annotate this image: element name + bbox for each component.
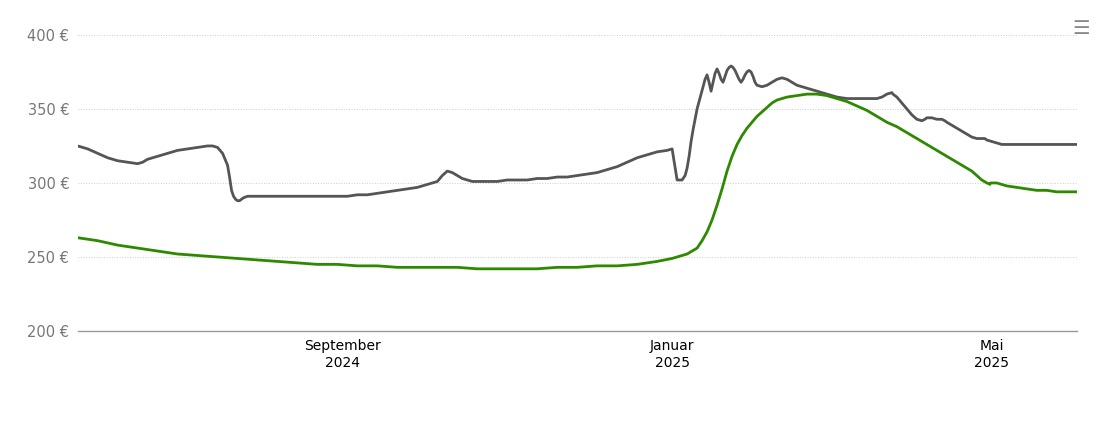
Text: ☰: ☰	[1072, 19, 1090, 38]
Sackware	[511, 178, 524, 183]
Line: Sackware: Sackware	[78, 66, 1077, 201]
lose Ware	[920, 142, 934, 147]
Sackware	[1070, 142, 1083, 147]
Sackware	[1020, 142, 1033, 147]
lose Ware	[630, 262, 644, 267]
Sackware	[723, 65, 736, 70]
lose Ware	[980, 181, 993, 186]
lose Ware	[471, 266, 484, 272]
lose Ware	[983, 182, 997, 187]
lose Ware	[800, 92, 814, 97]
Sackware	[231, 198, 244, 203]
lose Ware	[71, 235, 84, 240]
lose Ware	[1070, 190, 1083, 195]
Sackware	[261, 194, 274, 199]
Line: lose Ware: lose Ware	[78, 94, 1077, 269]
Sackware	[725, 63, 738, 69]
lose Ware	[1050, 190, 1063, 195]
lose Ware	[311, 262, 324, 267]
Sackware	[206, 143, 220, 148]
Sackware	[141, 157, 154, 162]
Sackware	[71, 143, 84, 148]
